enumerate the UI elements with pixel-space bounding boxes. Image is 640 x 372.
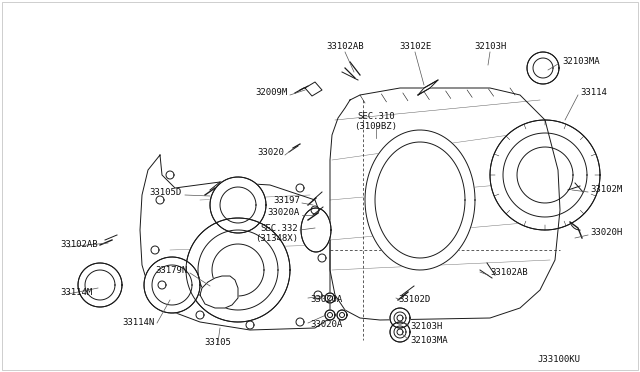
- Polygon shape: [200, 276, 238, 308]
- Text: (3109BZ): (3109BZ): [355, 122, 397, 131]
- Text: 32103H: 32103H: [410, 322, 442, 331]
- Text: 33105: 33105: [205, 338, 232, 347]
- Text: 33020A: 33020A: [268, 208, 300, 217]
- Polygon shape: [325, 293, 335, 303]
- Polygon shape: [144, 257, 200, 313]
- Text: 33102AB: 33102AB: [60, 240, 98, 249]
- Polygon shape: [330, 88, 560, 320]
- Polygon shape: [527, 52, 559, 84]
- Text: SEC.332: SEC.332: [260, 224, 298, 233]
- Text: 33020A: 33020A: [310, 320, 342, 329]
- Text: 32103MA: 32103MA: [562, 57, 600, 66]
- Text: 33020: 33020: [257, 148, 284, 157]
- Text: 33020A: 33020A: [310, 295, 342, 304]
- Text: 33114: 33114: [580, 88, 607, 97]
- Text: 33020H: 33020H: [590, 228, 622, 237]
- Text: 33102E: 33102E: [399, 42, 431, 51]
- Text: 33105D: 33105D: [150, 188, 182, 197]
- Text: 33102AB: 33102AB: [490, 268, 527, 277]
- Polygon shape: [325, 310, 335, 320]
- Text: 33197: 33197: [273, 196, 300, 205]
- Polygon shape: [337, 310, 347, 320]
- Text: 33102D: 33102D: [398, 295, 430, 304]
- Text: 33114N: 33114N: [123, 318, 155, 327]
- Text: (31348X): (31348X): [255, 234, 298, 243]
- Polygon shape: [305, 82, 322, 96]
- Text: 33102M: 33102M: [590, 185, 622, 194]
- Polygon shape: [301, 208, 331, 252]
- Polygon shape: [418, 80, 438, 95]
- Polygon shape: [210, 177, 266, 233]
- Text: SEC.310: SEC.310: [357, 112, 395, 121]
- Polygon shape: [186, 218, 290, 322]
- Polygon shape: [390, 322, 410, 342]
- Text: 33179N: 33179N: [156, 266, 188, 275]
- Polygon shape: [140, 155, 330, 330]
- Polygon shape: [490, 120, 600, 230]
- Text: 33114M: 33114M: [60, 288, 92, 297]
- Text: 32103H: 32103H: [474, 42, 506, 51]
- Polygon shape: [78, 263, 122, 307]
- Text: 32103MA: 32103MA: [410, 336, 447, 345]
- Polygon shape: [365, 130, 475, 270]
- Text: 32009M: 32009M: [256, 88, 288, 97]
- Text: J33100KU: J33100KU: [537, 355, 580, 364]
- Polygon shape: [390, 308, 410, 328]
- Text: 33102AB: 33102AB: [326, 42, 364, 51]
